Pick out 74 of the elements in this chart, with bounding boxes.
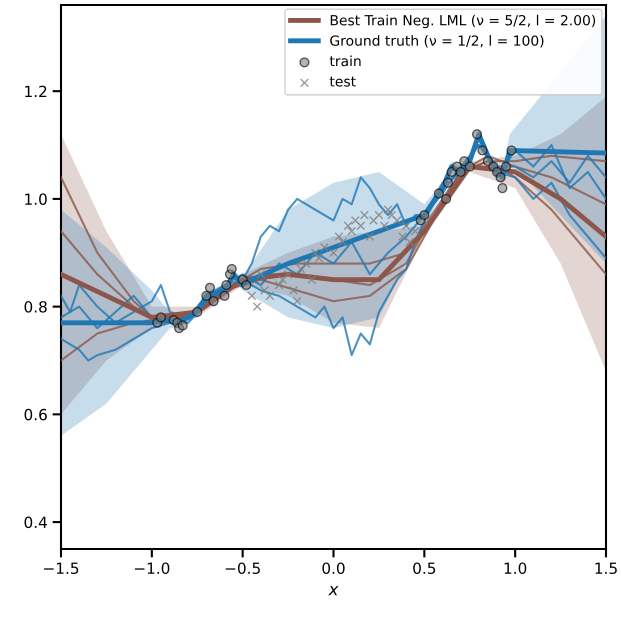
point — [307, 275, 316, 284]
point — [247, 291, 256, 300]
x-tick-label: −1.5 — [44, 562, 78, 574]
point — [241, 280, 252, 290]
point — [384, 205, 392, 214]
point — [456, 166, 466, 178]
x-tick-label: 1.5 — [596, 562, 617, 574]
point — [278, 275, 288, 284]
point — [365, 232, 374, 242]
point — [289, 286, 298, 295]
point — [265, 291, 274, 300]
y-tick-label: 1.0 — [25, 193, 47, 205]
point — [338, 237, 348, 246]
point — [226, 264, 237, 274]
point — [387, 210, 396, 220]
point — [302, 259, 311, 268]
point — [464, 162, 475, 172]
point — [284, 270, 293, 279]
point — [472, 129, 482, 140]
point — [201, 290, 212, 301]
y-tick-label: 0.6 — [24, 408, 47, 420]
point — [252, 302, 262, 312]
point — [368, 216, 378, 225]
point — [500, 162, 512, 172]
point — [219, 290, 230, 301]
point — [402, 221, 411, 230]
point — [497, 183, 508, 194]
point — [178, 320, 188, 331]
x-tick-label: 0.5 — [413, 562, 436, 574]
x-tick-label: 0.0 — [322, 562, 345, 574]
point — [496, 172, 506, 182]
point — [350, 216, 360, 225]
x-axis-title: x — [328, 586, 339, 596]
point — [256, 270, 266, 279]
point — [419, 210, 430, 220]
point — [477, 145, 488, 156]
point — [442, 178, 454, 188]
point — [506, 145, 517, 156]
point — [344, 221, 353, 230]
point — [204, 282, 216, 293]
point — [405, 237, 414, 246]
point — [292, 296, 302, 306]
point — [334, 232, 344, 242]
point — [260, 286, 269, 295]
point — [392, 216, 402, 225]
point — [156, 312, 166, 322]
point — [347, 226, 356, 236]
y-tick-label: 0.4 — [24, 516, 47, 528]
y-tick-label: 0.8 — [24, 301, 47, 313]
point — [380, 221, 389, 230]
point — [329, 248, 338, 258]
x-tick-label: −0.5 — [226, 562, 260, 574]
point — [374, 210, 384, 220]
point — [221, 280, 232, 290]
point — [434, 188, 444, 199]
point — [192, 306, 202, 318]
point — [296, 264, 306, 274]
point — [310, 248, 320, 258]
legend-label: Ground truth (ν = 1/2, l = 100) — [330, 35, 544, 48]
legend-label: test — [330, 76, 356, 87]
point — [314, 254, 324, 263]
point — [398, 232, 408, 242]
point — [320, 242, 329, 252]
point — [410, 226, 420, 236]
point — [441, 194, 452, 204]
point — [360, 210, 369, 220]
legend-label: Best Train Neg. LML (ν = 5/2, l = 2.00) — [330, 14, 596, 28]
y-tick-label: 1.2 — [25, 86, 46, 97]
legend-label: train — [330, 55, 361, 66]
x-tick-label: 1.0 — [504, 562, 526, 574]
point — [208, 296, 219, 306]
x-tick-label: −1.0 — [134, 562, 170, 574]
point — [274, 280, 284, 290]
point — [356, 221, 366, 230]
